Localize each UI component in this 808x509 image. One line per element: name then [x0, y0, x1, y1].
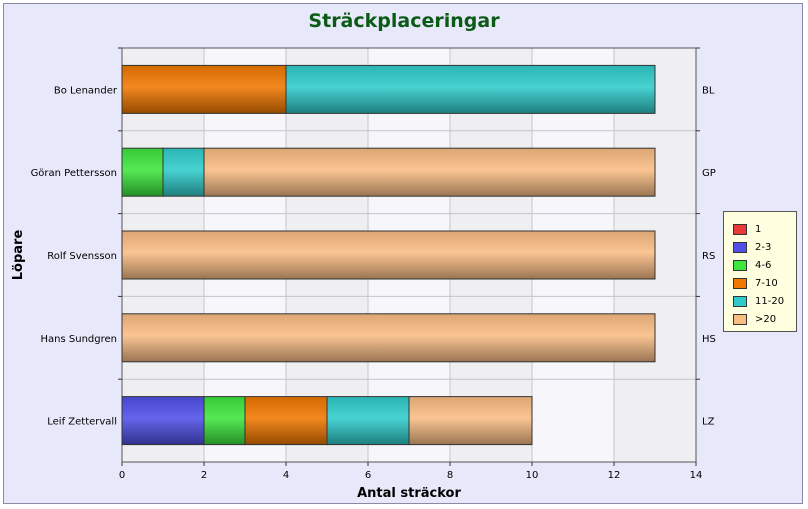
bar-segment	[121, 147, 164, 197]
legend: 1 2-3 4-6 7-10 11-20 >20	[723, 211, 797, 332]
legend-label: 1	[755, 223, 762, 235]
legend-item: >20	[733, 312, 776, 326]
legend-item: 4-6	[733, 258, 771, 272]
x-tick-label: 14	[690, 470, 703, 481]
legend-item: 11-20	[733, 294, 784, 308]
category-label: Leif Zettervall	[47, 417, 117, 428]
x-axis-title: Antal sträckor	[357, 486, 461, 501]
legend-label: >20	[755, 313, 777, 325]
bar-segment	[285, 64, 656, 114]
legend-label: 4-6	[755, 259, 772, 271]
legend-item: 2-3	[733, 240, 771, 254]
legend-item: 7-10	[733, 276, 778, 290]
legend-swatch	[733, 241, 747, 253]
x-tick-label: 6	[365, 470, 371, 481]
category-abbrev-label: RS	[702, 251, 715, 262]
bar-segment	[121, 313, 656, 363]
x-tick-label: 12	[608, 470, 621, 481]
legend-label: 7-10	[755, 277, 778, 289]
legend-swatch	[733, 277, 747, 289]
y-axis-title: Löpare	[11, 230, 26, 281]
category-label: Hans Sundgren	[41, 334, 117, 345]
x-tick-label: 0	[119, 470, 125, 481]
category-abbrev-label: LZ	[702, 417, 715, 428]
x-tick-label: 8	[447, 470, 453, 481]
bar-segment	[326, 396, 410, 446]
bar-segment	[121, 396, 205, 446]
legend-swatch	[733, 313, 747, 325]
bar-segment	[408, 396, 533, 446]
legend-swatch	[733, 223, 747, 235]
legend-swatch	[733, 259, 747, 271]
category-label: Göran Pettersson	[31, 168, 117, 179]
bar-segment	[121, 64, 287, 114]
x-tick-label: 4	[283, 470, 289, 481]
bar-segment	[162, 147, 205, 197]
category-abbrev-label: GP	[702, 168, 716, 179]
chart-title: Sträckplaceringar	[308, 10, 500, 32]
category-label: Rolf Svensson	[47, 251, 117, 262]
bar-segment	[121, 230, 656, 280]
bar-segment	[203, 396, 246, 446]
x-tick-label: 2	[201, 470, 207, 481]
x-tick-label: 10	[526, 470, 539, 481]
legend-swatch	[733, 295, 747, 307]
legend-item: 1	[733, 222, 761, 236]
legend-label: 2-3	[755, 241, 772, 253]
bar-segment	[203, 147, 656, 197]
category-label: Bo Lenander	[54, 85, 118, 96]
category-abbrev-label: BL	[702, 85, 715, 96]
legend-label: 11-20	[755, 295, 785, 307]
category-abbrev-label: HS	[702, 334, 716, 345]
bar-segment	[244, 396, 328, 446]
